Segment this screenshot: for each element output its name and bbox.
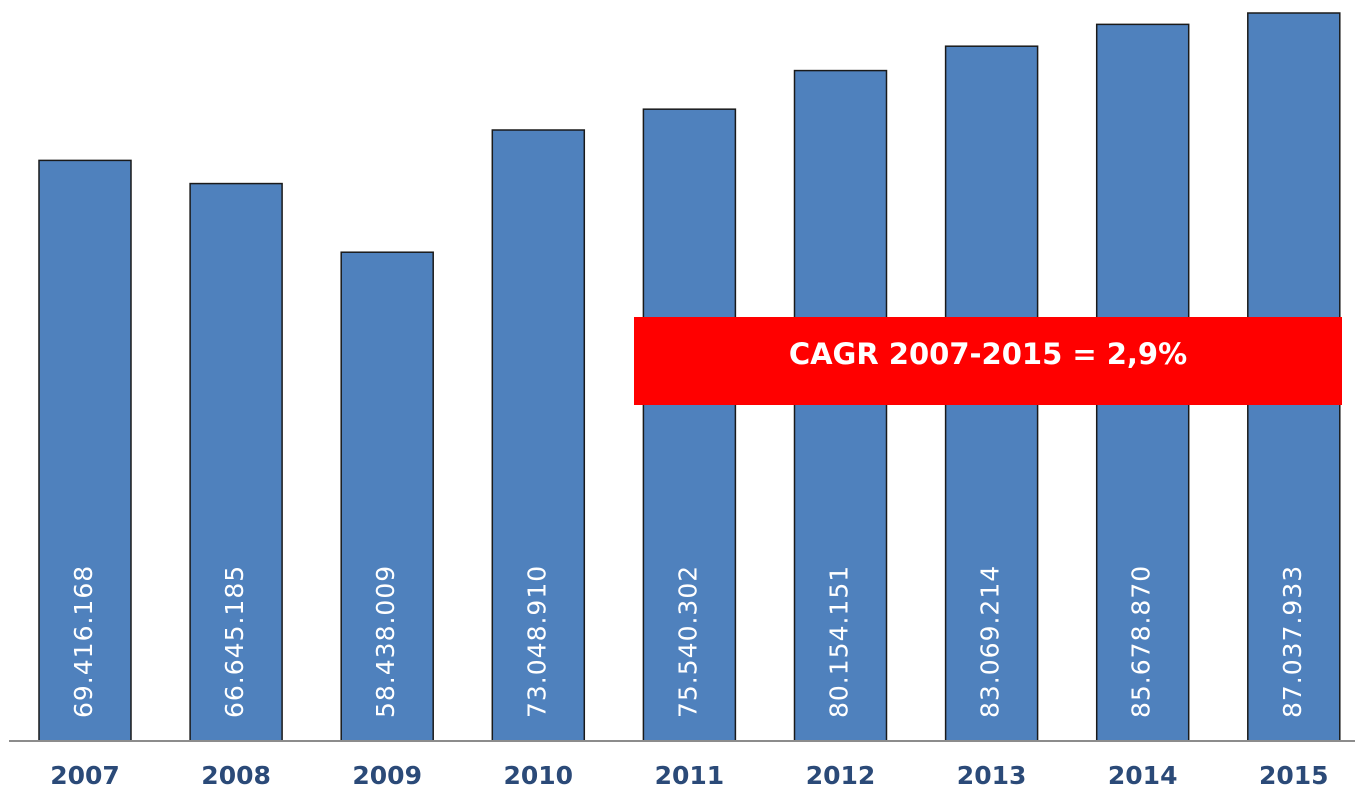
value-label: 87.037.933 [1278, 565, 1307, 718]
value-label: 75.540.302 [673, 565, 702, 718]
bar [491, 129, 586, 742]
value-label: 66.645.185 [220, 565, 249, 718]
x-tick-label: 2012 [806, 761, 876, 790]
bar [340, 251, 434, 742]
bar [793, 69, 888, 742]
annotation: CAGR 2007-2015 = 2,9% [789, 337, 1187, 371]
x-tick-label: 2014 [1108, 761, 1178, 790]
bar [642, 108, 737, 742]
value-label: 69.416.168 [69, 565, 98, 718]
value-label: 80.154.151 [825, 565, 854, 718]
value-label: 83.069.214 [976, 565, 1005, 718]
x-tick-label: 2015 [1259, 761, 1329, 790]
x-tick-label: 2009 [352, 761, 422, 790]
x-tick-label: 2011 [655, 761, 725, 790]
bar [38, 159, 132, 742]
x-tick-label: 2013 [957, 761, 1027, 790]
x-tick-label: 2010 [504, 761, 574, 790]
value-label: 85.678.870 [1127, 565, 1156, 718]
x-tick-label: 2008 [201, 761, 271, 790]
value-label: 73.048.910 [522, 565, 551, 718]
annotation-box [634, 317, 1342, 405]
x-tick-label: 2007 [50, 761, 120, 790]
value-label: 58.438.009 [371, 565, 400, 718]
bar [189, 182, 283, 742]
